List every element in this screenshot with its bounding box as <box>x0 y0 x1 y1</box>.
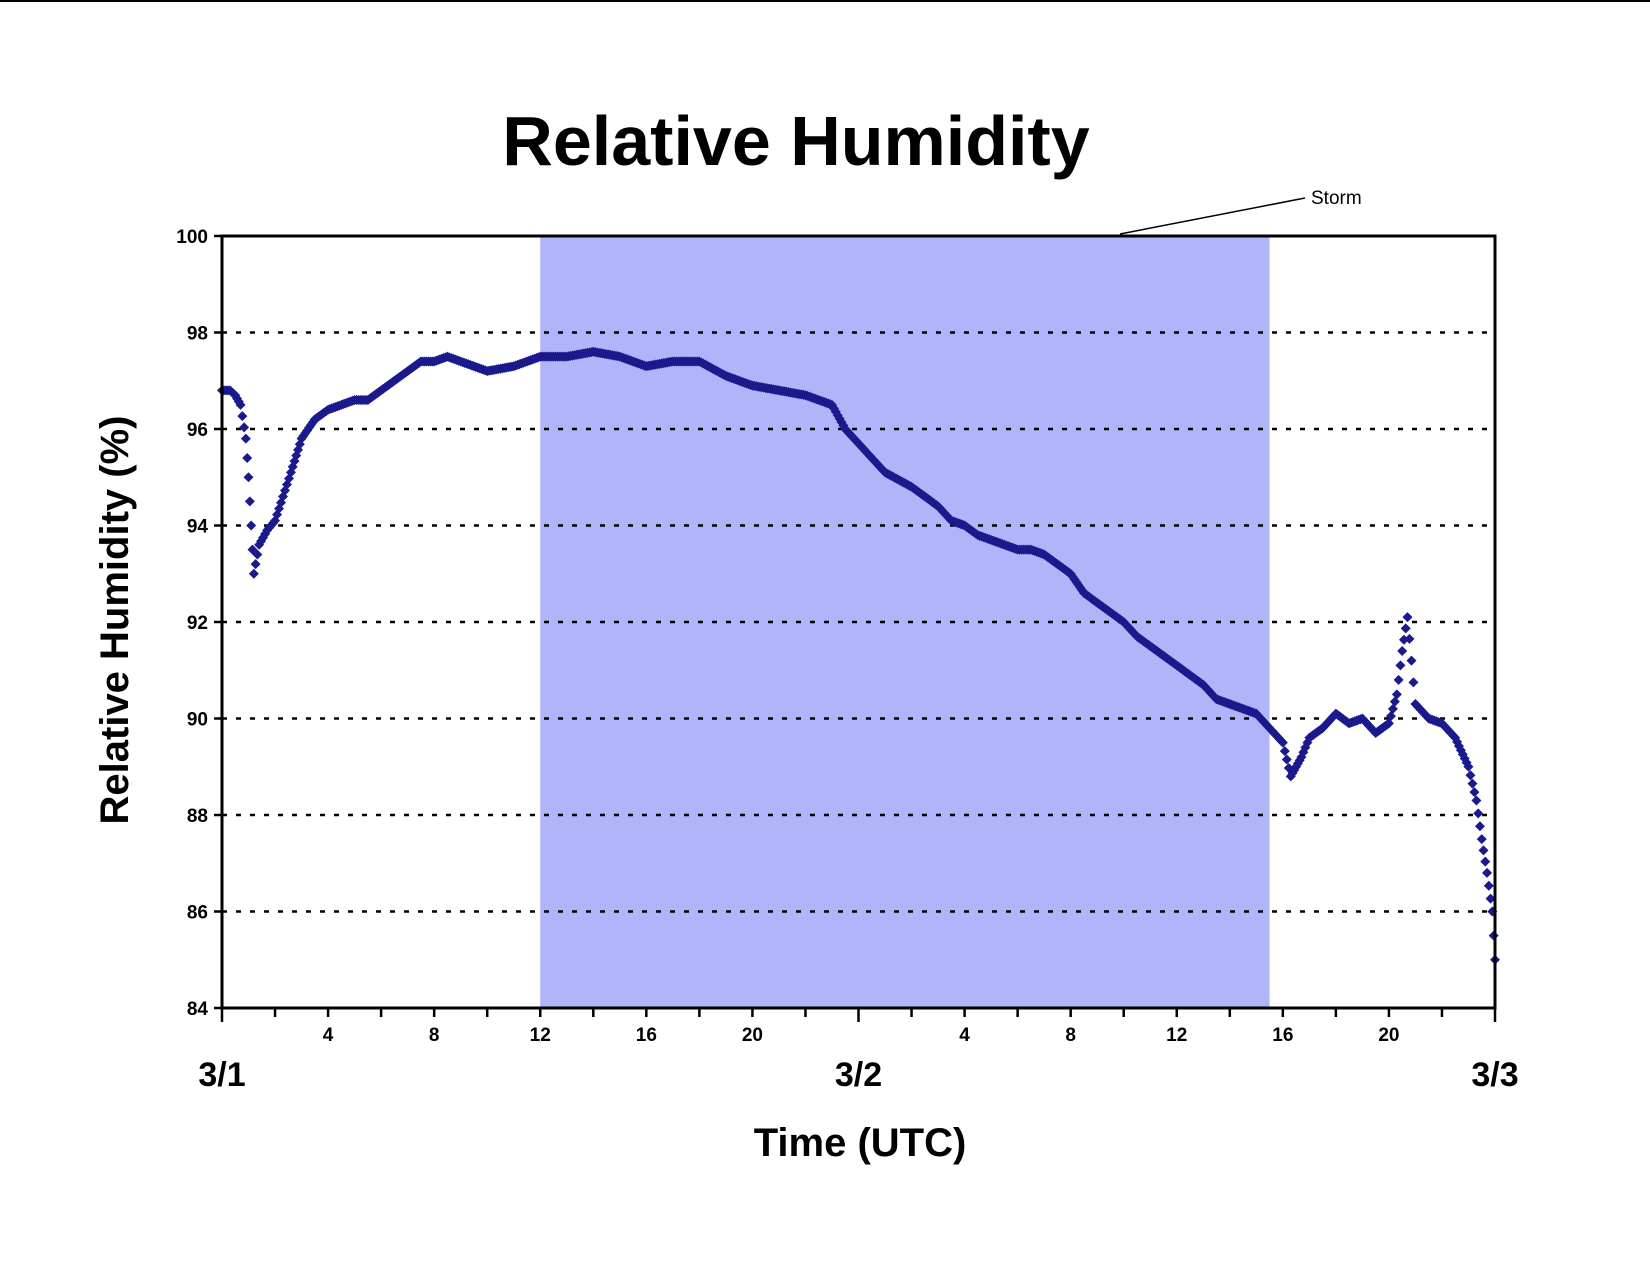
chart-title: Relative Humidity <box>502 102 1089 180</box>
data-point <box>250 559 261 570</box>
data-point <box>1463 761 1474 772</box>
x-axis-ticks: 4 8 12 16 20 4 8 12 16 20 3/1 3/2 3/3 <box>198 1008 1519 1094</box>
x-day-label: 3/1 <box>198 1056 245 1094</box>
data-point <box>240 433 251 444</box>
y-tick-label: 88 <box>187 806 208 827</box>
data-point <box>1277 737 1288 748</box>
data-point <box>1402 612 1413 623</box>
storm-annotation: Storm <box>1119 188 1362 235</box>
data-point <box>1395 660 1406 671</box>
data-point <box>1279 746 1290 757</box>
x-tick-label: 8 <box>429 1025 440 1046</box>
data-point <box>1474 821 1485 832</box>
storm-leader-line <box>1119 197 1306 235</box>
y-tick-label: 92 <box>187 613 208 634</box>
x-tick-label: 20 <box>742 1025 763 1046</box>
y-tick-label: 98 <box>187 324 208 345</box>
data-point <box>252 549 263 560</box>
data-point <box>1387 703 1398 714</box>
y-axis-label: Relative Humidity (%) <box>93 416 137 825</box>
top-rule <box>0 0 1650 2</box>
storm-label: Storm <box>1311 188 1362 209</box>
data-points <box>217 346 1500 965</box>
data-point <box>1383 718 1394 729</box>
data-point <box>243 472 254 483</box>
x-tick-label: 16 <box>636 1025 657 1046</box>
data-point <box>239 422 250 433</box>
data-point <box>1393 674 1404 685</box>
data-point <box>246 520 257 531</box>
y-tick-label: 90 <box>187 710 208 731</box>
data-point <box>1482 867 1493 878</box>
data-point <box>1476 834 1487 845</box>
data-point <box>1483 880 1494 891</box>
data-point <box>1485 893 1496 904</box>
y-tick-label: 84 <box>187 999 209 1020</box>
data-point <box>1281 754 1292 765</box>
y-tick-label: 96 <box>187 420 208 441</box>
data-point <box>237 411 248 422</box>
data-point <box>1406 655 1417 666</box>
data-point <box>1471 795 1482 806</box>
data-point <box>244 496 255 507</box>
y-axis-ticks: 84 86 88 90 92 94 96 98 100 <box>176 227 222 1020</box>
x-tick-label: 16 <box>1272 1025 1293 1046</box>
x-axis-label: Time (UTC) <box>754 1121 967 1165</box>
x-tick-label: 12 <box>530 1025 551 1046</box>
data-point <box>1465 770 1476 781</box>
data-point <box>1467 778 1478 789</box>
data-point <box>1478 845 1489 856</box>
x-tick-label: 20 <box>1378 1025 1399 1046</box>
x-tick-label: 4 <box>323 1025 334 1046</box>
data-point <box>1385 711 1396 722</box>
y-tick-label: 94 <box>187 517 209 538</box>
x-day-label: 3/2 <box>835 1056 882 1094</box>
data-point <box>1473 808 1484 819</box>
data-point <box>235 399 246 410</box>
data-point <box>1391 689 1402 700</box>
data-point <box>242 452 253 463</box>
data-point <box>1480 856 1491 867</box>
x-tick-label: 12 <box>1166 1025 1187 1046</box>
y-tick-label: 100 <box>176 227 208 248</box>
y-tick-label: 86 <box>187 903 208 924</box>
data-point <box>1397 645 1408 656</box>
data-point <box>1469 787 1480 798</box>
data-point <box>248 568 259 579</box>
data-point <box>1400 623 1411 634</box>
x-day-label: 3/3 <box>1471 1056 1518 1094</box>
x-tick-label: 4 <box>959 1025 970 1046</box>
grid-lines <box>222 331 1495 913</box>
data-point <box>1389 696 1400 707</box>
x-tick-label: 8 <box>1065 1025 1076 1046</box>
data-point <box>1408 677 1419 688</box>
data-point <box>1404 633 1415 644</box>
